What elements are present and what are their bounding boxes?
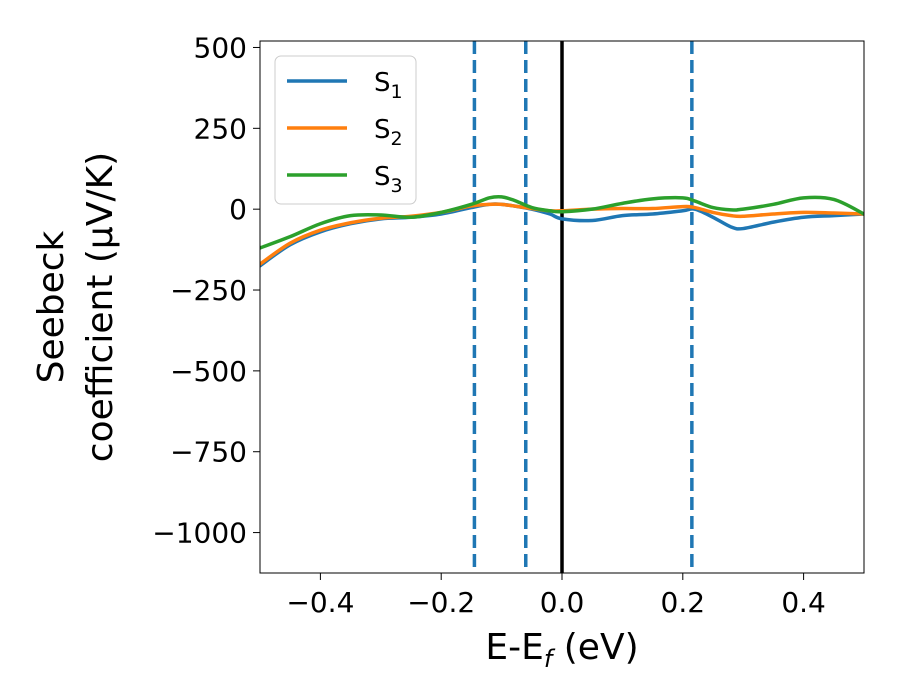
x-tick-label: −0.2 — [407, 586, 475, 619]
x-tick-label: 0.2 — [661, 586, 706, 619]
x-tick-label: 0.0 — [540, 586, 585, 619]
legend: S1 S2 S3 — [274, 55, 417, 205]
y-axis-title-line2: coefficient (μV/K) — [80, 152, 121, 462]
y-tick-label: 0 — [229, 193, 247, 226]
legend-label-s2: S2 — [374, 115, 403, 150]
tick-layer: −0.4 −0.2 0.0 0.2 0.4 500 250 0 −250 −500 −750 −100… — [152, 31, 826, 619]
x-tick-label: −0.4 — [286, 586, 354, 619]
plot-frame — [259, 40, 865, 574]
legend-box — [274, 55, 417, 205]
legend-label-s3: S3 — [374, 162, 403, 197]
reference-lines — [472, 41, 694, 573]
y-tick-label: −250 — [170, 274, 247, 307]
x-axis-title: E-Ef (eV) — [485, 627, 638, 673]
y-tick-label: −750 — [170, 436, 247, 469]
y-tick-label: −1000 — [152, 517, 247, 550]
y-tick-label: 500 — [194, 31, 247, 64]
series-layer — [260, 194, 864, 268]
series-line-s3 — [260, 194, 864, 250]
y-axis-title-line1: Seebeck — [31, 230, 72, 383]
x-tick-label: 0.4 — [781, 586, 826, 619]
y-tick-label: 250 — [194, 112, 247, 145]
legend-label-s1: S1 — [374, 68, 403, 103]
y-tick-label: −500 — [170, 355, 247, 388]
